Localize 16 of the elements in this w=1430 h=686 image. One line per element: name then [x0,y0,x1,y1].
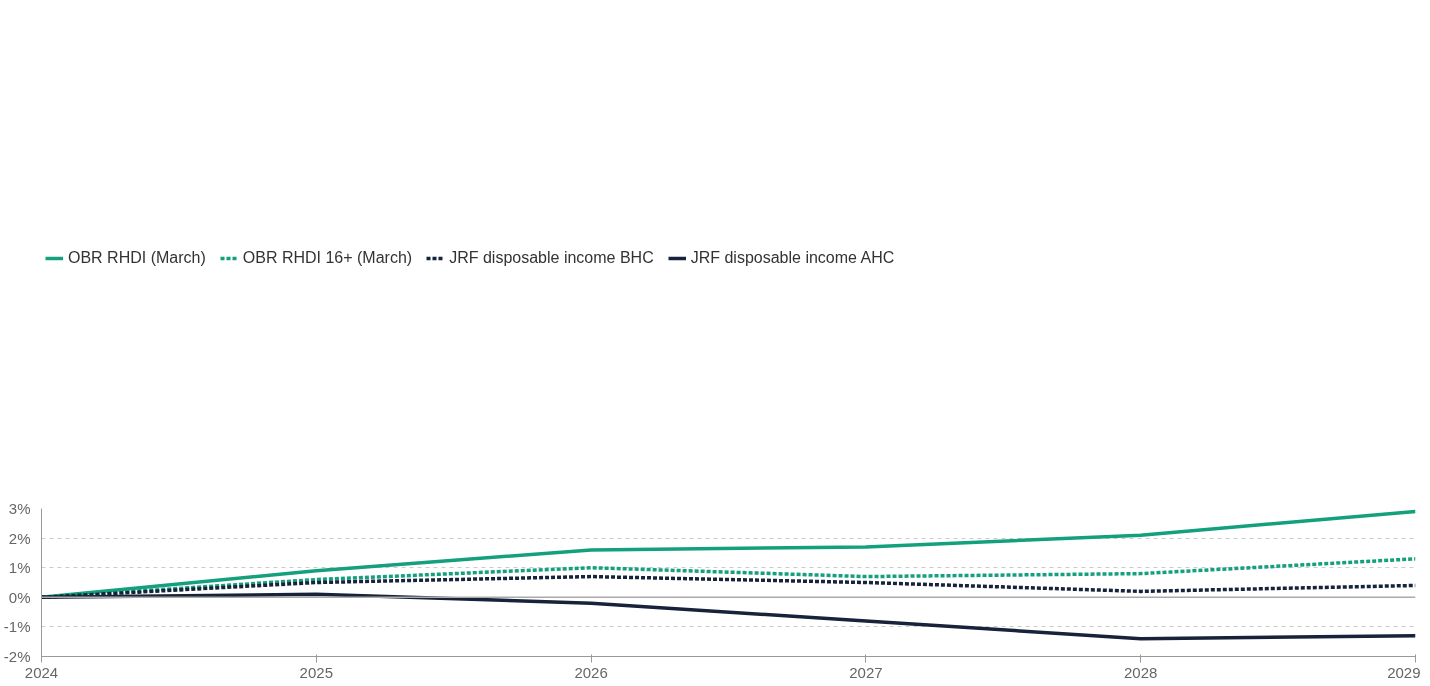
y-tick-label: 1% [8,559,31,577]
legend-label: JRF disposable income AHC [690,249,895,267]
legend-label: OBR RHDI 16+ (March) [242,249,413,267]
x-tick-label: 2027 [849,663,883,681]
x-tick-label: 2025 [299,663,333,681]
y-tick-label: 2% [8,529,31,547]
x-tick-label: 2024 [24,663,59,681]
legend-label: OBR RHDI (March) [68,249,206,267]
y-tick-label: -2% [3,648,31,665]
legend-label: JRF disposable income BHC [449,249,654,267]
x-tick-label: 2026 [574,663,608,681]
y-tick-label: 3% [8,500,31,517]
x-tick-label: 2029 [1387,663,1421,681]
y-tick-label: 0% [8,588,31,606]
y-tick-label: -1% [3,618,31,636]
x-tick-label: 2028 [1124,663,1158,681]
